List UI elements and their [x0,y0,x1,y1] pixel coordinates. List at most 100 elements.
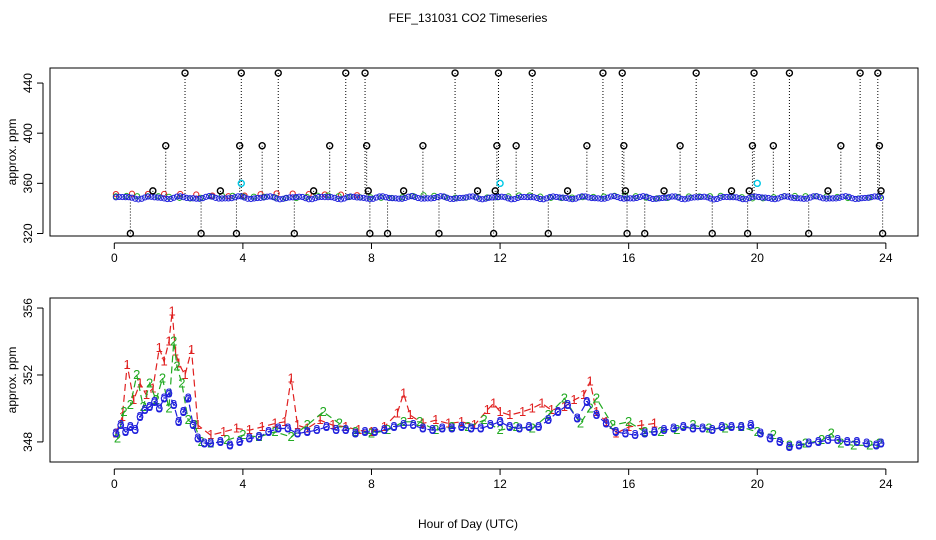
series-3-point-label: 3 [236,434,243,449]
top-blue-point [312,195,319,202]
series-3-circle-marker [805,440,813,447]
bottom-x-tick-label: 20 [751,477,765,491]
cyan-point [237,179,245,188]
series-2-point-label: 2 [770,427,777,442]
series-3-point-label: 3 [226,437,233,452]
bottom-y-tick-label: 348 [21,432,35,452]
top-blue-point [328,194,335,201]
series-2-point-label: 2 [818,432,825,447]
series-3-point-label: 3 [122,424,129,439]
top-blue-point [440,193,447,200]
series-2-point-label: 2 [320,404,327,419]
series-3-circle-marker [467,425,475,432]
spike-point [708,229,716,238]
top-blue-point [276,196,283,203]
series-2-point-label: 2 [336,416,343,431]
top-blue-point [177,193,184,200]
spike-point [676,142,684,150]
top-blue-point [758,194,766,201]
spike-point [528,69,536,77]
series-3-point-label: 3 [824,432,831,447]
series-1-point-label: 1 [271,416,278,431]
series-1-point-label: 1 [281,414,288,429]
top-blue-point [832,195,840,202]
top-blue-point [765,194,772,202]
top-blue-point [749,193,756,200]
top-blue-point [135,196,142,203]
series-1-point-label: 1 [124,357,131,372]
top-blue-point [553,193,560,201]
top-blue-point [353,194,361,201]
series-1-point-label: 1 [259,419,266,434]
cyan-point [753,179,761,188]
top-blue-point [132,195,139,202]
top-blue-point [254,194,261,202]
series-1-point-label: 1 [561,399,568,414]
spike-point [660,187,668,195]
series-2-point-label: 2 [173,359,180,374]
series-1-point-label: 1 [188,342,195,357]
top-blue-point [222,195,229,202]
series-3-point-label: 3 [718,419,725,434]
top-blue-point [530,194,537,201]
top-blue-point [865,194,872,201]
top-x-tick-label: 0 [111,251,118,265]
series-3-point-label: 3 [352,426,359,441]
top-blue-point [450,195,457,203]
series-3-circle-marker [448,425,456,432]
spike-point [494,69,503,77]
top-blue-point [877,194,885,201]
top-blue-point [199,195,206,202]
series-3-circle-marker [776,438,784,446]
top-blue-point [627,195,634,202]
spike-point [325,142,334,150]
series-3-point-label: 3 [201,436,208,451]
series-3-circle-marker [332,426,340,434]
series-3-point-label: 3 [805,436,812,451]
top-blue-point [463,194,470,201]
series-2-point-label: 2 [400,414,407,429]
series-3-point-label: 3 [246,431,253,446]
spike-point [162,142,170,150]
series-2-point-label: 2 [191,417,198,432]
series-3-circle-marker [593,411,600,419]
top-blue-point [302,195,309,202]
top-blue-point [643,193,650,200]
series-3-circle-marker [641,430,649,437]
series-2-point-label: 2 [876,436,883,451]
top-blue-point [128,194,136,201]
series-3-point-label: 3 [863,436,870,451]
spike-point [748,142,757,150]
series-3-circle-marker [747,421,755,429]
top-blue-point [418,195,425,202]
top-blue-point [228,195,235,202]
top-blue-point [540,196,547,203]
top-blue-point [154,194,161,201]
top-blue-point [685,195,692,202]
top-blue-point [585,194,592,201]
spike-point [618,69,626,77]
top-blue-point [839,193,846,200]
top-red-point [128,190,136,197]
top-blue-point [138,195,145,202]
series-3-circle-marker [679,423,687,431]
top-blue-point [347,193,354,200]
series-3-circle-marker [131,426,139,434]
top-blue-point [360,194,367,201]
series-3-point-label: 3 [877,436,884,451]
top-blue-point [321,194,328,201]
series-3-point-label: 3 [151,394,158,409]
series-1-point-label: 1 [304,421,311,436]
bottom-y-axis-label: approx. ppm [5,347,19,414]
bottom-x-tick-label: 24 [879,477,893,491]
top-blue-point [720,193,727,201]
top-x-tick-label: 8 [368,251,375,265]
top-blue-point [707,195,714,202]
series-3-point-label: 3 [410,417,417,432]
top-blue-point [730,194,737,201]
series-2-point-label: 2 [529,421,536,436]
top-blue-point [768,195,775,202]
top-blue-point [823,195,830,202]
bottom-x-tick-label: 12 [493,477,507,491]
series-3-point-label: 3 [496,414,503,429]
